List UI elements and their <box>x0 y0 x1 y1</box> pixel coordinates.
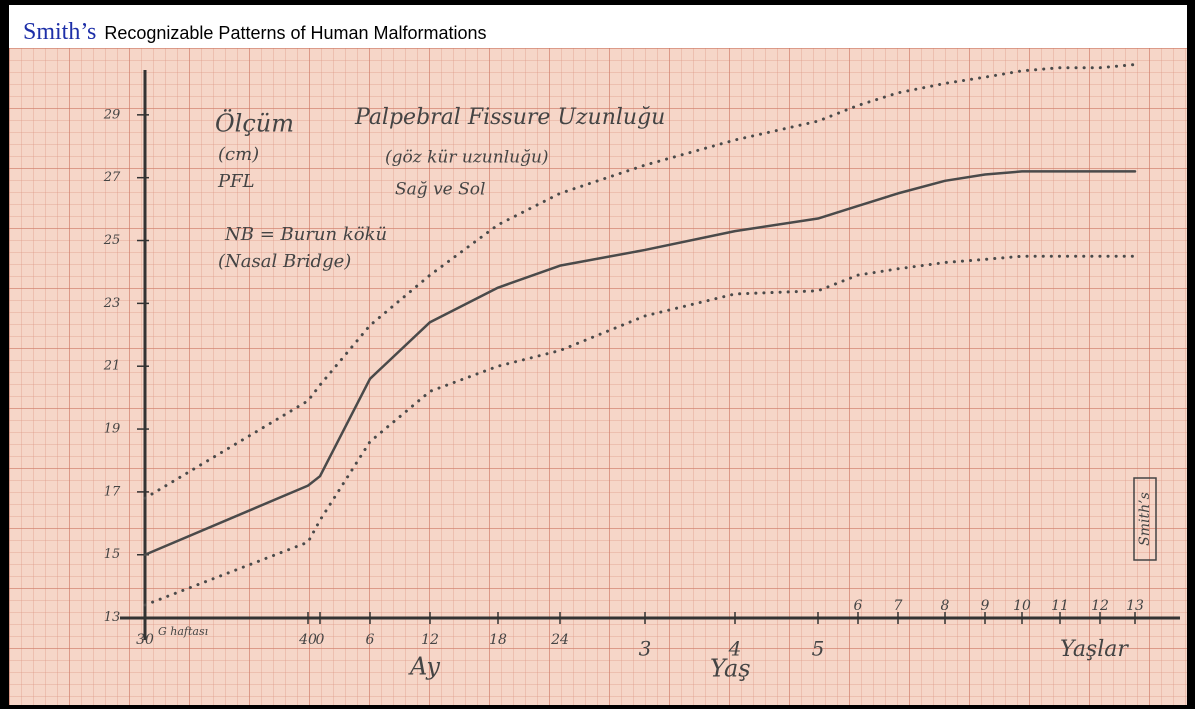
y-tick-label: 23 <box>103 296 121 311</box>
x-tick-label: 40 <box>298 632 317 648</box>
stamp-box <box>1133 477 1157 561</box>
x-tick-label: 12 <box>421 632 439 648</box>
x-tick-label: 12 <box>1091 598 1109 614</box>
note: Palpebral Fissure Uzunluğu <box>354 105 665 130</box>
x-tick-label: 8 <box>941 598 950 614</box>
x-tick-label: 24 <box>550 632 569 648</box>
x-tick-label: 11 <box>1051 598 1069 614</box>
x-axis-label: Yaş <box>710 655 751 683</box>
x-tick-label: 10 <box>1013 598 1031 614</box>
x-tick-label: 3 <box>639 637 652 661</box>
series-line <box>143 254 1137 607</box>
note: Ölçüm <box>215 109 294 138</box>
x-tick-label: 6 <box>854 598 863 614</box>
x-tick-label: 18 <box>489 632 507 648</box>
note: Sağ ve Sol <box>395 180 485 200</box>
x-tick-label: 9 <box>981 598 990 614</box>
graph-paper <box>9 48 1187 705</box>
y-tick-label: 25 <box>103 233 121 248</box>
x-tick-label: 30 <box>136 632 154 648</box>
series-line <box>143 63 1137 500</box>
x-tick-label: 5 <box>812 637 825 661</box>
series-line <box>143 170 1137 556</box>
x-tick-label: 6 <box>366 632 375 648</box>
x-tick-label: 0 <box>316 632 325 648</box>
stamp: Smith’s <box>1137 492 1153 546</box>
y-tick-label: 13 <box>104 610 121 625</box>
x-tick-label: 4 <box>728 637 742 661</box>
x-tick-label: 7 <box>894 598 903 614</box>
y-tick-label: 19 <box>104 422 121 437</box>
note: PFL <box>217 171 255 192</box>
header: Smith’s Recognizable Patterns of Human Ma… <box>23 19 487 46</box>
note: NB = Burun kökü <box>224 224 387 245</box>
y-tick-label: 27 <box>103 170 121 185</box>
y-tick-label: 29 <box>103 107 121 122</box>
note: (göz kür uzunluğu) <box>385 148 549 168</box>
note: (Nasal Bridge) <box>218 251 351 272</box>
brand: Smith’s <box>23 19 97 45</box>
frame: Smith’s Recognizable Patterns of Human Ma… <box>9 5 1187 705</box>
x-tick-label: 13 <box>1126 598 1144 614</box>
x-axis-label: Yaşlar <box>1060 637 1129 662</box>
x-axis-label: Ay <box>408 653 440 681</box>
x-axis-label: G haftası <box>158 625 208 638</box>
y-tick-label: 17 <box>104 484 121 499</box>
header-title: Recognizable Patterns of Human Malformat… <box>104 23 487 43</box>
y-tick-label: 21 <box>103 359 121 374</box>
y-tick-label: 15 <box>104 547 121 562</box>
note: (cm) <box>218 144 259 165</box>
